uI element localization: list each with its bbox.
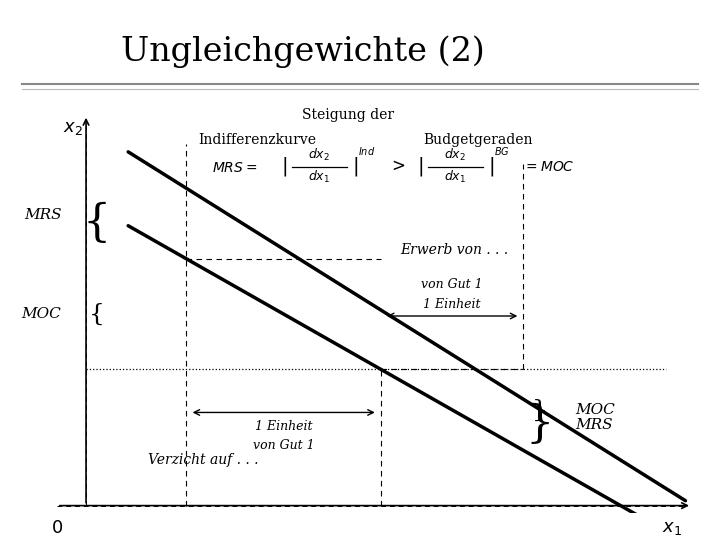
Text: }: } bbox=[531, 399, 548, 421]
Text: $x_1$: $x_1$ bbox=[662, 519, 682, 537]
Text: von Gut 1: von Gut 1 bbox=[421, 279, 483, 292]
Text: von Gut 1: von Gut 1 bbox=[253, 439, 315, 452]
Text: $\mathit{BG}$: $\mathit{BG}$ bbox=[494, 145, 510, 157]
Text: $dx_1$: $dx_1$ bbox=[444, 169, 467, 185]
Text: Indifferenzkurve: Indifferenzkurve bbox=[199, 132, 317, 146]
Text: Erwerb von . . .: Erwerb von . . . bbox=[400, 244, 508, 258]
Text: $|$: $|$ bbox=[352, 155, 358, 178]
Text: 1 Einheit: 1 Einheit bbox=[255, 420, 312, 433]
Text: $MRS =$: $MRS =$ bbox=[212, 161, 258, 176]
Text: {: { bbox=[89, 302, 105, 326]
Text: $\mathit{Ind}$: $\mathit{Ind}$ bbox=[359, 145, 376, 157]
Text: MOC: MOC bbox=[22, 307, 61, 321]
Text: Budgetgeraden: Budgetgeraden bbox=[423, 132, 533, 146]
Text: $>$: $>$ bbox=[388, 158, 406, 175]
Text: 1 Einheit: 1 Einheit bbox=[423, 298, 481, 311]
Text: $|$: $|$ bbox=[417, 155, 423, 178]
Text: Ungleichgewichte (2): Ungleichgewichte (2) bbox=[120, 35, 485, 68]
Text: MOC: MOC bbox=[575, 403, 615, 417]
Text: $0$: $0$ bbox=[51, 519, 63, 537]
Text: {: { bbox=[83, 202, 111, 245]
Text: $x_2$: $x_2$ bbox=[63, 119, 84, 137]
Text: Steigung der: Steigung der bbox=[302, 108, 395, 122]
Text: $|$: $|$ bbox=[488, 155, 494, 178]
Text: $dx_1$: $dx_1$ bbox=[308, 169, 330, 185]
Text: $dx_2$: $dx_2$ bbox=[308, 147, 330, 163]
Text: Verzicht auf . . .: Verzicht auf . . . bbox=[148, 453, 258, 467]
Text: MRS: MRS bbox=[575, 418, 613, 432]
Text: MRS: MRS bbox=[24, 208, 61, 222]
Text: }: } bbox=[526, 403, 554, 447]
Text: $|$: $|$ bbox=[281, 155, 287, 178]
Text: $= MOC$: $= MOC$ bbox=[523, 160, 575, 174]
Text: $dx_2$: $dx_2$ bbox=[444, 147, 467, 163]
